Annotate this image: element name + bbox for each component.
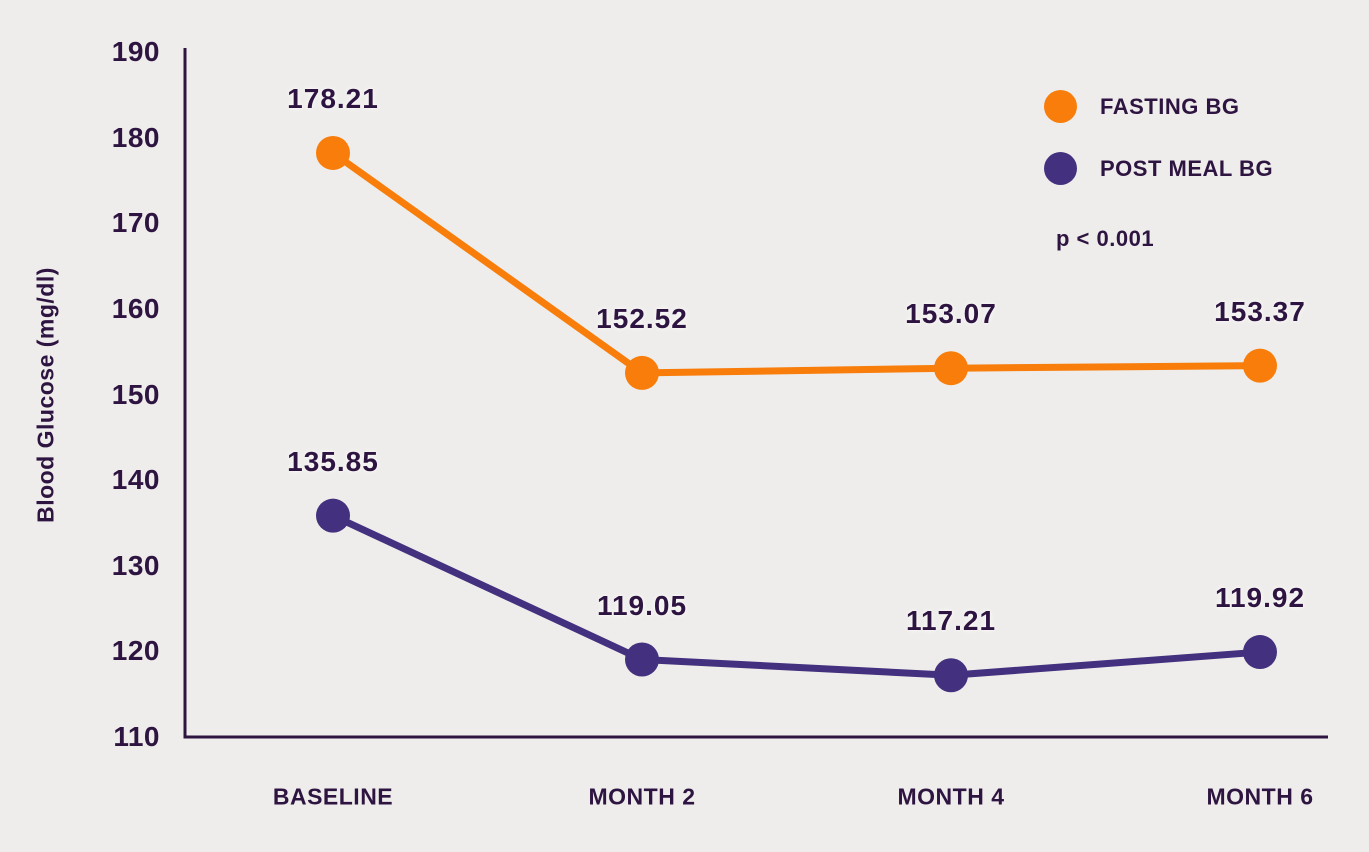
x-tick-label: BASELINE bbox=[272, 783, 394, 810]
data-point-marker bbox=[934, 658, 968, 693]
data-point-marker bbox=[934, 351, 968, 386]
data-point-label: 135.85 bbox=[287, 445, 379, 477]
data-point-label: 153.37 bbox=[1214, 295, 1306, 327]
legend-label-fasting-bg: FASTING BG bbox=[1100, 93, 1240, 119]
y-tick-label: 140 bbox=[111, 464, 160, 496]
series-line-1 bbox=[329, 512, 1264, 679]
data-point-label: 117.21 bbox=[905, 605, 997, 637]
data-point-label: 178.21 bbox=[287, 82, 379, 114]
legend-item-post-meal-bg: POST MEAL BG bbox=[1044, 152, 1273, 185]
data-point-marker bbox=[1243, 635, 1277, 670]
data-point-label: 152.52 bbox=[596, 302, 688, 334]
fasting-bg-swatch-icon bbox=[1044, 90, 1077, 123]
y-tick-label: 130 bbox=[111, 549, 160, 581]
data-point-marker bbox=[316, 498, 350, 533]
legend: FASTING BG POST MEAL BG p < 0.001 bbox=[1044, 90, 1273, 252]
data-point-marker bbox=[625, 355, 659, 390]
y-tick-label: 120 bbox=[111, 635, 160, 667]
data-point-label: 153.07 bbox=[905, 298, 997, 330]
data-point-marker bbox=[1243, 348, 1277, 383]
p-value-annotation: p < 0.001 bbox=[1056, 226, 1155, 251]
x-tick-label: MONTH 6 bbox=[1206, 783, 1314, 810]
y-tick-label: 170 bbox=[111, 207, 160, 239]
x-tick-label: MONTH 4 bbox=[897, 783, 1005, 810]
series-line-0 bbox=[329, 149, 1264, 377]
data-point-marker bbox=[625, 642, 659, 677]
y-tick-label: 150 bbox=[111, 378, 160, 410]
y-tick-label: 180 bbox=[111, 121, 160, 153]
data-point-label: 119.05 bbox=[596, 589, 688, 621]
legend-item-fasting-bg: FASTING BG bbox=[1044, 90, 1273, 123]
y-tick-label: 190 bbox=[111, 36, 160, 67]
post-meal-bg-swatch-icon bbox=[1044, 152, 1077, 185]
legend-label-post-meal-bg: POST MEAL BG bbox=[1100, 155, 1274, 181]
x-tick-label: MONTH 2 bbox=[588, 783, 696, 810]
data-point-marker bbox=[316, 135, 350, 170]
y-tick-label: 110 bbox=[113, 721, 160, 752]
y-tick-label: 160 bbox=[111, 292, 160, 324]
data-point-label: 119.92 bbox=[1214, 582, 1306, 614]
